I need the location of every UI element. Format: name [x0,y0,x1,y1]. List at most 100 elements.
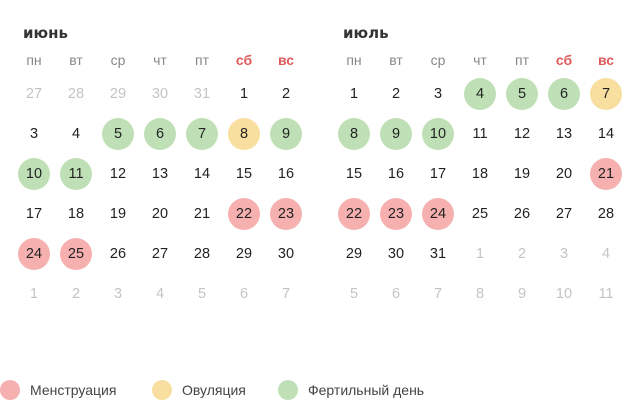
calendar-day-menstruation[interactable]: 22 [333,194,375,234]
calendar-day[interactable]: 29 [333,234,375,274]
calendar-day[interactable]: 18 [459,154,501,194]
day-number: 1 [239,86,249,102]
calendar-day[interactable]: 14 [181,154,223,194]
calendar-day[interactable]: 12 [97,154,139,194]
calendar-day[interactable]: 14 [585,114,627,154]
calendar-day-fertile[interactable]: 7 [181,114,223,154]
calendar-day[interactable]: 17 [13,194,55,234]
calendar-day[interactable]: 31 [417,234,459,274]
calendar-day[interactable]: 27 [543,194,585,234]
calendar-day-other-month[interactable]: 10 [543,274,585,314]
day-number: 4 [155,286,165,302]
calendar-day[interactable]: 29 [223,234,265,274]
calendar-day-other-month[interactable]: 2 [501,234,543,274]
calendar-day-other-month[interactable]: 11 [585,274,627,314]
calendar-day-other-month[interactable]: 5 [333,274,375,314]
calendar-day[interactable]: 1 [333,74,375,114]
calendar-day-menstruation[interactable]: 24 [417,194,459,234]
calendar-day[interactable]: 2 [265,74,307,114]
calendar-day[interactable]: 26 [97,234,139,274]
day-number: 29 [235,246,253,262]
calendar-day[interactable]: 30 [265,234,307,274]
calendar-day-other-month[interactable]: 2 [55,274,97,314]
weekday-header: пн вт ср чт пт сб вс [13,48,307,74]
calendar-day[interactable]: 12 [501,114,543,154]
ovulation-dot-icon [152,380,172,400]
calendar-day-other-month[interactable]: 1 [459,234,501,274]
calendar-day-fertile[interactable]: 5 [501,74,543,114]
day-number: 4 [464,78,496,110]
calendar-day[interactable]: 11 [459,114,501,154]
calendar-day[interactable]: 28 [181,234,223,274]
calendar-day-other-month[interactable]: 8 [459,274,501,314]
day-number: 26 [109,246,127,262]
calendar-day[interactable]: 2 [375,74,417,114]
days-grid: 1 2 3 4 5 6 7 8 9 10 11 12 13 14 15 16 17 18 19 20 21 22 23 24 2… [333,74,627,314]
calendar-day-fertile[interactable]: 9 [375,114,417,154]
calendar-day-other-month[interactable]: 28 [55,74,97,114]
calendar-day-other-month[interactable]: 3 [543,234,585,274]
day-number: 2 [517,246,527,262]
calendar-day-other-month[interactable]: 5 [181,274,223,314]
calendar-day-menstruation[interactable]: 23 [265,194,307,234]
calendar-day-other-month[interactable]: 6 [375,274,417,314]
calendar-day[interactable]: 16 [265,154,307,194]
calendar-day[interactable]: 20 [139,194,181,234]
calendar-day[interactable]: 3 [417,74,459,114]
calendar-day-ovulation[interactable]: 8 [223,114,265,154]
day-number: 20 [151,206,169,222]
calendar-day-other-month[interactable]: 30 [139,74,181,114]
calendar-day[interactable]: 15 [223,154,265,194]
calendar-day-fertile[interactable]: 10 [417,114,459,154]
calendar-day-other-month[interactable]: 4 [585,234,627,274]
calendar-day-fertile[interactable]: 6 [543,74,585,114]
calendar-day[interactable]: 4 [55,114,97,154]
calendar-day[interactable]: 3 [13,114,55,154]
calendar-day[interactable]: 1 [223,74,265,114]
calendar-day[interactable]: 16 [375,154,417,194]
calendar-day-fertile[interactable]: 10 [13,154,55,194]
calendar-day-other-month[interactable]: 4 [139,274,181,314]
calendar-day-menstruation[interactable]: 23 [375,194,417,234]
calendar-day-fertile[interactable]: 4 [459,74,501,114]
calendar-day-fertile[interactable]: 9 [265,114,307,154]
calendar-day-menstruation[interactable]: 21 [585,154,627,194]
calendar-day[interactable]: 13 [139,154,181,194]
calendar-day[interactable]: 28 [585,194,627,234]
calendar-day[interactable]: 21 [181,194,223,234]
calendar-day[interactable]: 27 [139,234,181,274]
day-number: 3 [559,246,569,262]
calendar-day-other-month[interactable]: 7 [265,274,307,314]
legend-label: Фертильный день [308,382,425,398]
calendar-day-menstruation[interactable]: 24 [13,234,55,274]
calendar-day-other-month[interactable]: 6 [223,274,265,314]
calendar-day[interactable]: 19 [97,194,139,234]
calendar-day[interactable]: 25 [459,194,501,234]
calendar-day-fertile[interactable]: 11 [55,154,97,194]
calendar-day-menstruation[interactable]: 25 [55,234,97,274]
menstruation-dot-icon [0,380,20,400]
day-number: 27 [151,246,169,262]
calendar-day-other-month[interactable]: 7 [417,274,459,314]
calendar-day[interactable]: 20 [543,154,585,194]
calendar-day-other-month[interactable]: 9 [501,274,543,314]
calendar-day[interactable]: 18 [55,194,97,234]
calendar-day-fertile[interactable]: 5 [97,114,139,154]
calendar-day-other-month[interactable]: 27 [13,74,55,114]
calendar-day-menstruation[interactable]: 22 [223,194,265,234]
calendar-day[interactable]: 26 [501,194,543,234]
calendar-day-other-month[interactable]: 3 [97,274,139,314]
calendar-day-fertile[interactable]: 8 [333,114,375,154]
calendar-day[interactable]: 17 [417,154,459,194]
day-number: 29 [109,86,127,102]
calendar-day[interactable]: 15 [333,154,375,194]
calendar-day-other-month[interactable]: 29 [97,74,139,114]
calendar-day-ovulation[interactable]: 7 [585,74,627,114]
calendar-day-other-month[interactable]: 31 [181,74,223,114]
calendar-day-fertile[interactable]: 6 [139,114,181,154]
calendar-day[interactable]: 19 [501,154,543,194]
calendar-day[interactable]: 13 [543,114,585,154]
calendar-day[interactable]: 30 [375,234,417,274]
day-number: 15 [345,166,363,182]
calendar-day-other-month[interactable]: 1 [13,274,55,314]
